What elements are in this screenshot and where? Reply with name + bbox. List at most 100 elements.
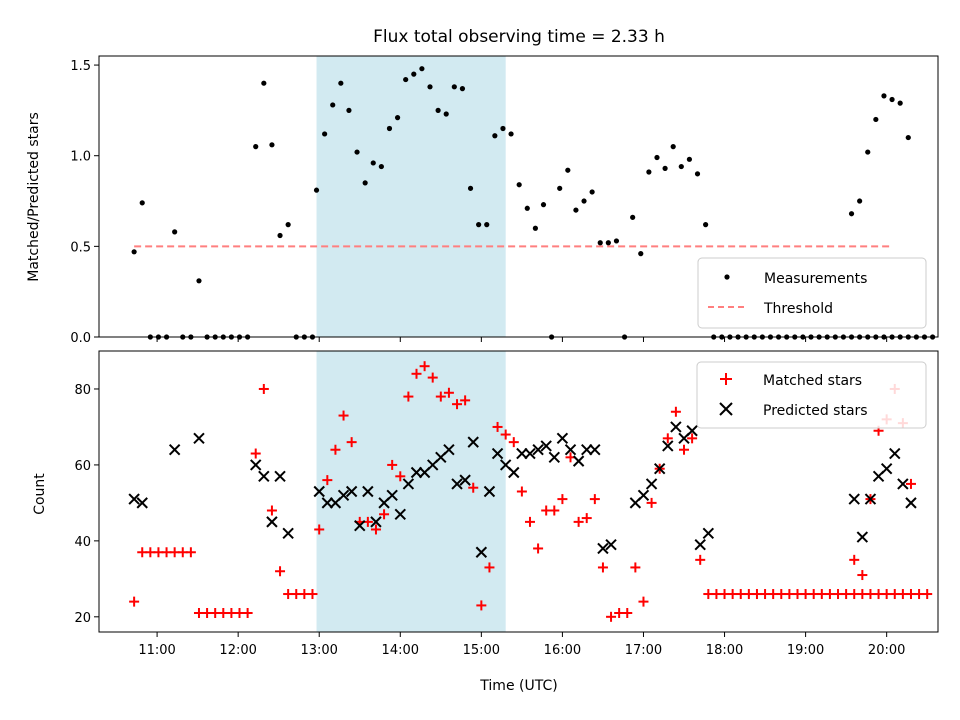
matched-star-point — [857, 570, 868, 581]
measurement-point — [354, 149, 360, 155]
matched-star-point — [849, 554, 860, 565]
measurement-point — [865, 149, 871, 155]
predicted-star-point — [597, 542, 609, 555]
predicted-star-point — [589, 444, 601, 456]
bottom-axes: 20 40 60 80 11:00 12:00 13:00 14:00 15:00 16:00 17… — [74, 350, 939, 658]
predicted-star-point — [572, 455, 585, 467]
measurement-point — [435, 107, 441, 113]
measurement-point — [322, 131, 328, 137]
measurement-point — [277, 232, 283, 239]
matched-star-point — [468, 482, 479, 493]
matched-star-point — [242, 608, 253, 619]
measurement-point — [476, 222, 482, 228]
matched-star-point — [330, 444, 341, 455]
measurement-point — [565, 167, 571, 173]
x-tick-label: 17:00 — [625, 643, 662, 658]
predicted-star-point — [532, 444, 544, 456]
matched-star-point — [549, 505, 560, 516]
measurement-point — [492, 133, 498, 139]
predicted-star-point — [451, 478, 463, 490]
matched-star-point — [370, 524, 381, 535]
observing-window-shade-top — [316, 56, 506, 337]
x-tick-label: 12:00 — [219, 643, 256, 658]
predicted-star-point — [475, 546, 488, 558]
predicted-star-point — [491, 447, 504, 460]
measurement-point — [678, 163, 684, 170]
matched-star-point — [307, 589, 318, 600]
matched-star-point — [581, 513, 592, 524]
measurement-point — [419, 66, 425, 72]
top-ylabel: Matched/Predicted stars — [26, 112, 42, 282]
predicted-star-point — [193, 432, 205, 445]
x-tick-label: 15:00 — [463, 643, 500, 658]
legend-box — [696, 361, 927, 429]
measurement-point — [638, 251, 644, 257]
measurement-point — [703, 222, 709, 228]
predicted-star-point — [274, 470, 286, 483]
predicted-star-point — [321, 497, 334, 509]
predicted-star-point — [354, 519, 366, 532]
predicted-star-point — [508, 466, 520, 479]
matched-star-point — [589, 494, 600, 505]
predicted-star-point — [605, 538, 617, 551]
measurement-point — [427, 84, 433, 90]
measurement-point — [508, 131, 514, 137]
predicted-star-point — [524, 447, 536, 460]
matched-star-point — [573, 516, 584, 527]
matched-star-point — [500, 429, 511, 440]
bottom-xlabel: Time (UTC) — [479, 678, 557, 694]
legend-marker-predicted — [719, 402, 733, 416]
measurement-point — [654, 154, 660, 161]
matched-star-point — [516, 486, 527, 497]
y-tick-label: 0.0 — [70, 331, 91, 346]
measurement-point — [330, 102, 336, 108]
predicted-star-point — [662, 440, 674, 452]
measurement-point — [613, 238, 620, 244]
y-tick-label: 60 — [74, 459, 91, 474]
predicted-star-point — [345, 485, 358, 498]
predicted-star-point — [686, 425, 698, 437]
predicted-star-point — [394, 508, 406, 520]
predicted-star-point — [266, 516, 278, 528]
x-tick-label: 18:00 — [706, 643, 743, 658]
predicted-star-point — [637, 489, 650, 502]
matched-star-point — [250, 448, 261, 459]
matched-star-point — [557, 494, 568, 505]
legend-label-predicted: Predicted stars — [763, 403, 868, 419]
matched-star-point — [346, 437, 357, 448]
y-tick-label: 1.0 — [70, 150, 91, 165]
y-tick-label: 80 — [74, 383, 91, 398]
measurement-point — [131, 249, 137, 255]
y-tick-label: 20 — [74, 611, 91, 626]
measurement-point — [269, 142, 275, 148]
predicted-star-point — [443, 444, 455, 456]
measurement-point — [285, 222, 291, 228]
measurement-point — [403, 76, 409, 83]
matched-star-point — [524, 516, 535, 527]
predicted-star-point — [386, 489, 398, 502]
matched-star-point — [322, 475, 333, 486]
measurement-point — [378, 163, 384, 170]
measurement-point — [905, 134, 911, 141]
matched-star-point — [403, 391, 414, 402]
matched-star-point — [419, 361, 430, 372]
measurement-point — [443, 111, 449, 117]
matched-star-point — [646, 497, 657, 508]
predicted-star-point — [459, 474, 471, 486]
measurement-points — [131, 66, 936, 340]
matched-star-point — [492, 421, 503, 432]
predicted-star-point — [516, 447, 528, 460]
measurement-point — [646, 169, 652, 175]
predicted-star-point — [848, 493, 860, 505]
x-tick-label: 19:00 — [787, 643, 824, 658]
measurement-point — [630, 214, 636, 220]
predicted-star-point — [483, 485, 496, 498]
matched-star-point — [275, 566, 286, 577]
measurement-point — [261, 80, 267, 86]
matched-star-point — [338, 410, 349, 421]
predicted-star-point — [548, 451, 561, 464]
y-tick-label: 1.5 — [70, 59, 91, 74]
bottom-panel: 20 40 60 80 11:00 12:00 13:00 14:00 15:00 16:00 17… — [32, 350, 939, 694]
matched-star-point — [679, 444, 690, 455]
